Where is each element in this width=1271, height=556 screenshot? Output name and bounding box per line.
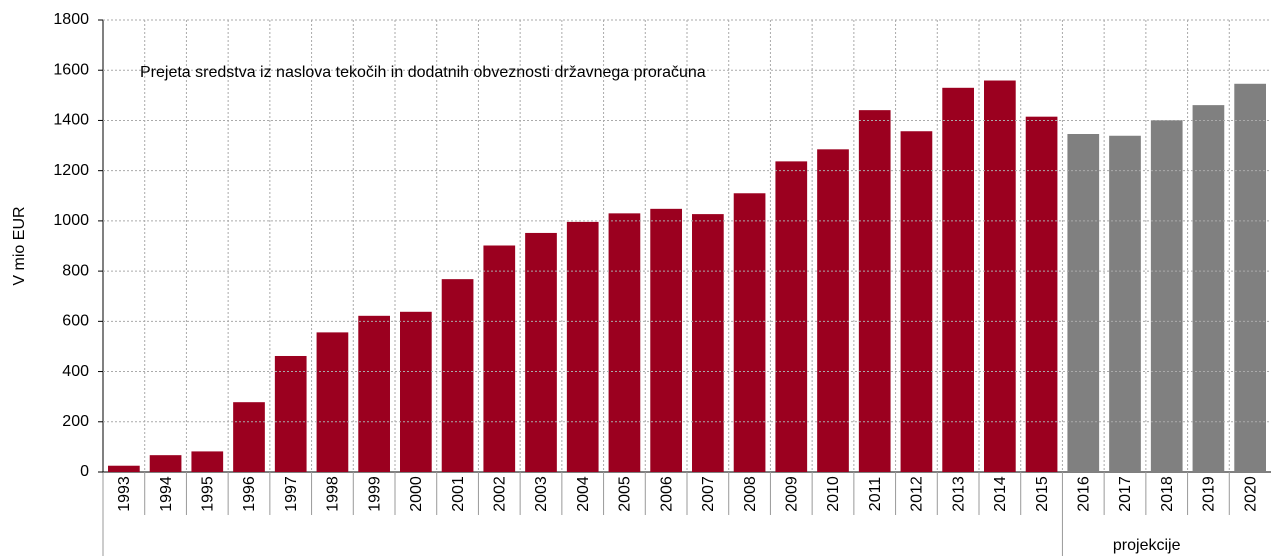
bar	[900, 131, 933, 472]
x-tick-label: 2005	[617, 476, 634, 512]
bar	[733, 193, 766, 472]
bar	[441, 279, 474, 472]
bar	[1067, 134, 1100, 472]
y-tick-label: 1200	[53, 162, 89, 179]
group-label: projekcije	[1113, 537, 1181, 554]
bar	[316, 332, 349, 472]
bar	[984, 80, 1016, 473]
x-tick-label: 2003	[533, 476, 550, 512]
y-tick-label: 200	[62, 413, 89, 430]
x-tick-label: 2017	[1117, 476, 1134, 512]
bar	[149, 455, 182, 472]
x-tick-label: 1993	[116, 476, 133, 512]
x-tick-label: 2010	[825, 476, 842, 512]
y-tick-label: 400	[62, 363, 89, 380]
y-tick-label: 0	[80, 463, 89, 480]
bar	[1150, 120, 1183, 473]
x-tick-label: 2006	[658, 476, 675, 512]
bar	[1109, 135, 1141, 473]
y-tick-label: 600	[62, 313, 89, 330]
bar	[191, 451, 224, 472]
bar	[775, 161, 808, 472]
x-tick-label: 1999	[366, 476, 383, 512]
bar	[692, 214, 724, 472]
bar	[108, 465, 140, 472]
x-tick-label: 1995	[200, 476, 217, 512]
x-tick-label: 2012	[909, 476, 926, 512]
bar	[400, 311, 432, 472]
x-tick-label: 2002	[492, 476, 509, 512]
bar	[233, 402, 265, 472]
y-axis-label: V mio EUR	[11, 206, 28, 285]
x-tick-label: 2018	[1159, 476, 1176, 512]
bar	[483, 245, 516, 472]
x-tick-label: 2011	[867, 477, 884, 512]
bar	[858, 110, 891, 472]
x-tick-label: 2013	[950, 476, 967, 512]
x-tick-label: 1994	[158, 476, 175, 512]
x-tick-label: 2015	[1034, 476, 1051, 512]
bar	[1234, 83, 1266, 472]
bar	[608, 213, 641, 472]
x-tick-label: 2000	[408, 476, 425, 512]
y-tick-label: 1600	[53, 61, 89, 78]
x-tick-label: 2008	[742, 476, 759, 512]
x-tick-label: 2009	[784, 476, 801, 512]
x-tick-label: 1997	[283, 476, 300, 512]
x-tick-label: 1996	[241, 476, 258, 512]
x-tick-label: 2019	[1201, 476, 1218, 512]
bar	[1192, 105, 1225, 473]
bar	[274, 355, 307, 472]
bar	[566, 221, 599, 472]
y-tick-label: 800	[62, 262, 89, 279]
x-tick-label: 2001	[450, 476, 467, 512]
y-tick-label: 1400	[53, 112, 89, 129]
annotation: Prejeta sredstva iz naslova tekočih in d…	[140, 64, 706, 81]
bar	[358, 315, 390, 472]
y-tick-label: 1800	[53, 11, 89, 28]
x-tick-label: 2020	[1242, 476, 1259, 512]
x-tick-label: 2014	[992, 476, 1009, 512]
x-tick-label: 2007	[700, 476, 717, 512]
bar	[942, 87, 974, 473]
bar	[650, 208, 682, 472]
bar	[525, 232, 557, 472]
y-tick-label: 1000	[53, 212, 89, 229]
x-tick-label: 2016	[1076, 476, 1093, 512]
x-tick-label: 1998	[325, 476, 342, 512]
x-tick-label: 2004	[575, 476, 592, 512]
bar	[817, 149, 849, 473]
bar	[1025, 116, 1058, 472]
